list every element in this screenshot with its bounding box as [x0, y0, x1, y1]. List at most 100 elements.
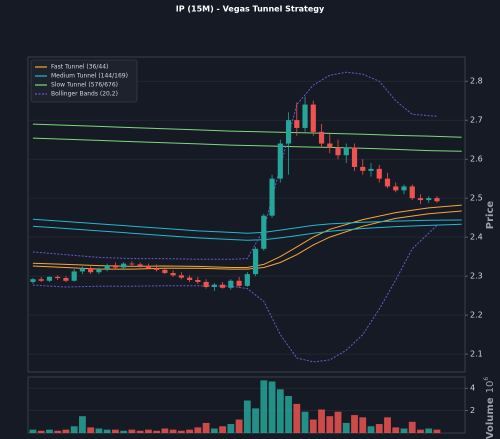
volume-bar: [186, 429, 194, 433]
volume-bar: [161, 428, 169, 433]
candle-body: [252, 248, 259, 275]
volume-bar: [79, 416, 86, 433]
volume-bar: [400, 428, 408, 433]
legend-label: Fast Tunnel (36/44): [51, 64, 108, 71]
volume-bar: [103, 429, 111, 433]
volume-bar: [359, 417, 367, 433]
volume-bar: [46, 429, 53, 433]
candle-body: [145, 265, 151, 269]
volume-bar: [276, 389, 284, 433]
legend: Fast Tunnel (36/44) Medium Tunnel (144/16…: [30, 59, 138, 103]
volume-bar: [351, 415, 358, 433]
candle-body: [112, 265, 118, 268]
volume-bar: [301, 411, 309, 433]
volume-bar: [169, 429, 177, 433]
candle-body: [30, 279, 36, 282]
candle-body: [417, 198, 424, 201]
volume-bar: [252, 408, 259, 433]
volume-bar: [144, 429, 152, 433]
candle-body: [46, 276, 53, 281]
candle-body: [104, 265, 110, 270]
candle-body: [121, 263, 127, 268]
candle-body: [79, 268, 86, 272]
candle-body: [63, 278, 69, 281]
volume-bar: [235, 419, 243, 433]
y-tick-label: 2.2: [470, 311, 483, 320]
volume-bar: [375, 424, 383, 433]
y-tick-label: 2.3: [470, 272, 483, 281]
y-tick-label: 2.5: [470, 194, 483, 203]
candle-body: [384, 178, 391, 187]
volume-bar: [260, 380, 268, 433]
candle-body: [96, 269, 102, 273]
candle-body: [203, 281, 209, 288]
volume-bar: [285, 396, 292, 433]
candle-body: [343, 147, 349, 156]
candle-body: [368, 168, 374, 171]
volume-bar: [54, 430, 62, 433]
volume-bar: [243, 400, 251, 433]
candle-body: [409, 186, 415, 199]
volume-bar: [334, 411, 342, 433]
volume-bar: [326, 416, 334, 433]
y-tick-label: 2.1: [470, 350, 483, 359]
y-tick-label: 2.4: [470, 233, 483, 242]
plot: [30, 71, 462, 363]
legend-label: Bollinger Bands (20,2): [51, 91, 118, 98]
volume-bar: [210, 428, 218, 433]
candle-body: [277, 143, 283, 179]
candle-body: [170, 272, 176, 276]
volume-bar: [219, 426, 226, 433]
volume-bar: [153, 430, 161, 433]
candle-body: [318, 131, 325, 144]
candle-body: [261, 215, 267, 249]
volume-bar: [318, 409, 325, 433]
band-line: [32, 123, 462, 138]
candle-body: [327, 143, 333, 148]
chart-title: IP (15M) - Vegas Tunnel Strategy: [176, 5, 325, 14]
volume-bar: [202, 422, 210, 433]
scale-exponent: 6: [483, 377, 490, 381]
candle-body: [137, 264, 143, 266]
volume-bar: [384, 417, 391, 433]
candle-body: [154, 268, 160, 270]
candle-body: [360, 166, 366, 171]
volume-bar: [293, 403, 301, 433]
candle-body: [335, 147, 341, 156]
volume-bar: [227, 424, 235, 433]
legend-box: [30, 59, 138, 103]
candle-body: [162, 269, 168, 273]
candle-body: [38, 279, 44, 281]
legend-label: Slow Tunnel (576/676): [51, 82, 118, 89]
candle-body: [219, 284, 226, 288]
candle-body: [434, 198, 440, 202]
volume-bar: [37, 430, 45, 433]
candle-body: [55, 276, 61, 279]
volume-bar: [408, 421, 416, 433]
volume-bar: [367, 426, 375, 433]
volume-bar: [70, 426, 78, 433]
band-line: [32, 225, 438, 363]
band-line: [32, 204, 462, 268]
candle-body: [195, 279, 201, 282]
volume-bar: [29, 429, 37, 433]
y-tick-label: 4: [470, 384, 475, 393]
volume-bar: [177, 430, 185, 433]
candle-body: [285, 120, 292, 144]
volume-bar: [87, 427, 95, 433]
y-tick-label: 2.8: [470, 77, 483, 86]
volume-bar: [392, 427, 400, 433]
candle-body: [236, 280, 242, 286]
candle-body: [178, 275, 184, 278]
volume-bar: [309, 419, 317, 433]
candle-body: [129, 263, 135, 265]
scale-base: 10: [485, 381, 496, 394]
volume-bar: [433, 429, 441, 433]
volume-bar: [136, 430, 144, 433]
volume-bar: [417, 429, 424, 433]
volume-bar: [342, 422, 350, 433]
y-tick-label: 2: [470, 406, 475, 415]
candle-body: [310, 104, 316, 132]
